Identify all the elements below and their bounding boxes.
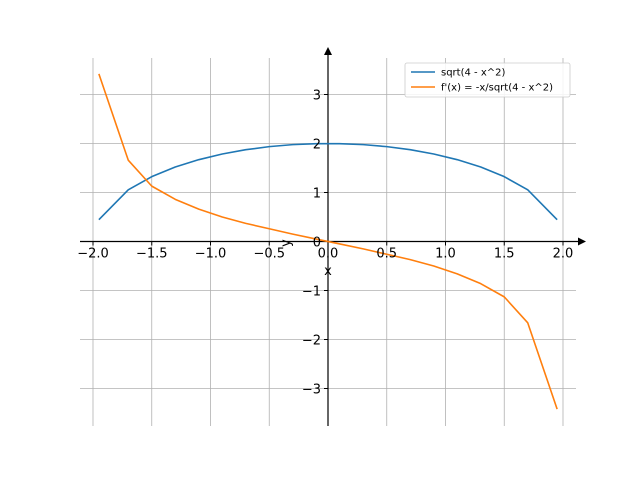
series-line-2 [98, 73, 558, 410]
x-tick-label: 2.0 [553, 247, 574, 262]
y-tick-label: −2 [302, 334, 321, 349]
x-tick-label: 1.5 [494, 247, 515, 262]
y-tick-label: 0 [313, 236, 321, 251]
y-axis-arrow-icon [324, 47, 332, 55]
legend-entry-label: sqrt(4 - x^2) [441, 68, 505, 79]
series-line-1 [98, 142, 558, 221]
x-tick-label: 0.5 [376, 247, 397, 262]
legend: sqrt(4 - x^2) f'(x) = -x/sqrt(4 - x^2) [404, 62, 571, 98]
y-tick-label: 1 [313, 187, 321, 202]
x-axis-label: x [324, 264, 332, 279]
x-tick-label: −2.0 [77, 247, 109, 262]
y-tick-label: 2 [313, 138, 321, 153]
x-axis-arrow-icon [578, 237, 586, 246]
legend-entry-label: f'(x) = -x/sqrt(4 - x^2) [441, 83, 553, 94]
y-tick-label: −1 [302, 285, 321, 300]
y-tick-label: 3 [313, 89, 321, 104]
x-tick-label: 0.0 [318, 247, 339, 262]
x-tick-label: −1.0 [195, 247, 227, 262]
tick-labels: −2.0 −1.5 −1.0 −0.5 0.0 0.5 1.0 1.5 2.0 −3 −2 −1 0 1 2… [77, 89, 573, 398]
y-tick-label: −3 [302, 383, 321, 398]
x-tick-label: −1.5 [136, 247, 168, 262]
y-axis-label: y [279, 239, 294, 247]
x-tick-label: −0.5 [253, 247, 285, 262]
legend-box [404, 62, 571, 98]
x-tick-label: 1.0 [435, 247, 456, 262]
series-layer [98, 73, 558, 410]
